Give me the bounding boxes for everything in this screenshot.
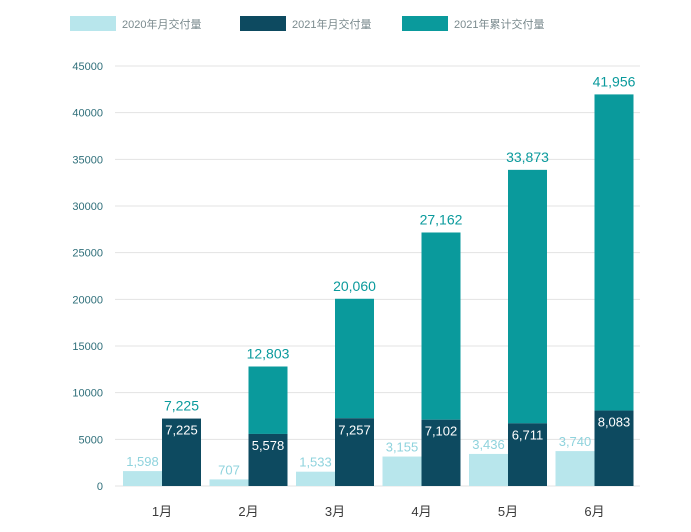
label-2021-monthly: 6,711 — [512, 427, 544, 442]
bar-2020-monthly — [209, 479, 249, 486]
bars — [123, 94, 634, 486]
bar-2021-cumulative — [594, 94, 634, 411]
y-tick-label: 40000 — [72, 108, 103, 120]
label-2020-monthly: 1,598 — [126, 454, 159, 469]
bar-2021-cumulative — [335, 298, 374, 419]
x-category-label: 3月 — [325, 504, 345, 519]
y-tick-label: 5000 — [79, 434, 103, 446]
x-category-label: 2月 — [238, 504, 258, 519]
x-category-label: 4月 — [411, 504, 431, 519]
y-tick-label: 15000 — [72, 341, 103, 353]
bar-2021-monthly — [162, 418, 201, 486]
legend-label-3: 2021年累计交付量 — [454, 17, 544, 31]
label-2021-monthly: 8,083 — [598, 415, 631, 430]
bar-2020-monthly — [296, 471, 335, 486]
label-2021-monthly: 7,225 — [165, 423, 198, 438]
bar-2021-cumulative — [248, 366, 288, 434]
label-2020-monthly: 1,533 — [299, 455, 332, 470]
legend-swatch-1 — [70, 16, 116, 31]
bar-2020-monthly — [555, 451, 595, 486]
legend-label-1: 2020年月交付量 — [122, 17, 201, 31]
y-tick-label: 45000 — [72, 61, 103, 73]
label-2021-cumulative: 33,873 — [506, 149, 549, 165]
bar-2021-cumulative — [421, 232, 461, 420]
y-axis: 0 5000 10000 15000 20000 25000 30000 35000 40000… — [72, 61, 103, 493]
legend-label-2: 2021年月交付量 — [292, 17, 371, 31]
label-2020-monthly: 707 — [218, 462, 240, 477]
y-tick-label: 20000 — [72, 294, 103, 306]
x-category-label: 1月 — [152, 504, 172, 519]
label-2020-monthly: 3,740 — [559, 434, 592, 449]
y-tick-label: 0 — [97, 481, 103, 493]
label-2021-monthly: 7,257 — [338, 422, 371, 437]
bar-2021-monthly — [421, 419, 461, 486]
x-category-label: 6月 — [584, 504, 604, 519]
y-tick-label: 10000 — [72, 388, 103, 400]
bar-2020-monthly — [469, 453, 508, 486]
label-2020-monthly: 3,436 — [472, 437, 505, 452]
label-2021-cumulative: 27,162 — [420, 211, 463, 227]
bar-2021-monthly — [594, 410, 634, 486]
y-tick-label: 30000 — [72, 201, 103, 213]
label-2021-cumulative: 7,225 — [164, 398, 199, 414]
label-2020-monthly: 3,155 — [386, 440, 419, 455]
legend-swatch-2 — [240, 16, 286, 31]
label-2021-monthly: 5,578 — [252, 438, 285, 453]
legend-swatch-3 — [402, 16, 448, 31]
bar-2020-monthly — [123, 471, 162, 486]
bar-2021-monthly — [508, 423, 547, 486]
bar-2021-monthly — [335, 418, 374, 486]
gridlines — [115, 65, 640, 487]
bar-2020-monthly — [382, 456, 422, 486]
legend: 2020年月交付量 2021年月交付量 2021年累计交付量 — [70, 16, 544, 31]
label-2021-cumulative: 20,060 — [333, 278, 376, 294]
data-labels: 1,598 7,225 7,225 707 5,578 12,803 1,533 7,257 2… — [126, 73, 635, 477]
label-2021-cumulative: 41,956 — [593, 73, 636, 89]
y-tick-label: 35000 — [72, 154, 103, 166]
bar-2021-cumulative — [508, 169, 547, 424]
x-axis: 1月 2月 3月 4月 5月 6月 — [152, 504, 605, 519]
y-tick-label: 25000 — [72, 248, 103, 260]
x-category-label: 5月 — [498, 504, 518, 519]
label-2021-cumulative: 12,803 — [247, 346, 290, 362]
label-2021-monthly: 7,102 — [425, 424, 458, 439]
bar-2021-monthly — [248, 433, 288, 486]
